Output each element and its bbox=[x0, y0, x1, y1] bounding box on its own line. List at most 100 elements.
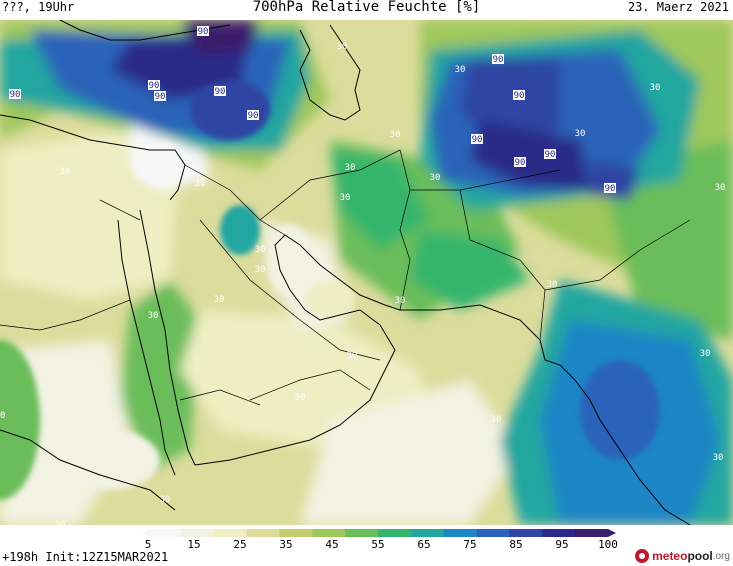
colorbar: 5 15 25 35 45 55 65 75 85 95 100 bbox=[142, 529, 618, 550]
contour-label: 30 bbox=[160, 495, 171, 505]
colorbar-max-arrow bbox=[608, 529, 616, 537]
contour-label: 30 bbox=[395, 296, 406, 306]
colorbar-tick-label: 75 bbox=[463, 538, 476, 550]
map-footer: 5 15 25 35 45 55 65 75 85 95 100 +198h Init:12Z15M… bbox=[0, 525, 733, 566]
contour-label-text: 30 bbox=[214, 295, 225, 305]
contour-label-text: 30 bbox=[547, 280, 558, 290]
colorbar-segment bbox=[575, 529, 609, 537]
contour-label: 90 bbox=[604, 183, 616, 194]
contour-label: 30 bbox=[430, 173, 441, 183]
colorbar-segment bbox=[246, 529, 280, 537]
contour-label: 90 bbox=[247, 110, 259, 121]
map-header: ???, 19Uhr 700hPa Relative Feuchte [%] 2… bbox=[0, 0, 733, 20]
contour-label: 30 bbox=[295, 393, 306, 403]
colorbar-segment bbox=[542, 529, 576, 537]
coastlines bbox=[0, 20, 691, 525]
contour-label-text: 30 bbox=[491, 415, 502, 425]
contour-label-text: 30 bbox=[347, 351, 358, 361]
contour-label-text: 90 bbox=[155, 92, 166, 102]
colorbar-tick-label: 55 bbox=[371, 538, 384, 550]
contour-label: 30 bbox=[713, 453, 724, 463]
contour-label: 30 bbox=[455, 65, 466, 75]
contour-label: 30 bbox=[650, 83, 661, 93]
contour-label-text: 30 bbox=[55, 520, 66, 525]
contour-label-text: 30 bbox=[160, 495, 171, 505]
colorbar-segment bbox=[312, 529, 346, 537]
contour-label-text: 30 bbox=[455, 65, 466, 75]
colorbar-segment bbox=[509, 529, 543, 537]
valid-date-label: 23. Maerz 2021 bbox=[627, 0, 729, 14]
colorbar-segment bbox=[345, 529, 379, 537]
contour-label-text: 30 bbox=[345, 163, 356, 173]
colorbar-segment bbox=[148, 529, 182, 537]
contour-label: 30 bbox=[60, 167, 71, 177]
contour-label: 30 bbox=[700, 349, 711, 359]
contour-label: 30 bbox=[340, 193, 351, 203]
colorbar-segment bbox=[279, 529, 313, 537]
meteopool-icon bbox=[635, 549, 650, 563]
contour-label: 30 bbox=[347, 351, 358, 361]
contour-label-text: 30 bbox=[337, 42, 348, 52]
contour-label-text: 30 bbox=[340, 193, 351, 203]
contour-label-text: 90 bbox=[472, 135, 483, 145]
humidity-map: 90 90 90 90 90 90 90 90 90 90 90 90 30 30 30 30 30 30 30 30… bbox=[0, 20, 733, 525]
colorbar-segment bbox=[443, 529, 478, 537]
contour-label-text: 30 bbox=[575, 129, 586, 139]
contour-label-text: 30 bbox=[255, 245, 266, 255]
contour-label-text: 30 bbox=[0, 411, 5, 421]
contour-label: 90 bbox=[471, 134, 483, 145]
colorbar-tick-label: 15 bbox=[187, 538, 200, 550]
contour-label: 90 bbox=[154, 91, 166, 102]
colorbar-segment bbox=[378, 529, 412, 537]
contour-label: 90 bbox=[544, 149, 556, 160]
contour-label-text: 30 bbox=[195, 179, 206, 189]
humidity-field bbox=[0, 20, 733, 525]
colorbar-segment bbox=[476, 529, 510, 537]
colorbar-segment bbox=[410, 529, 445, 537]
valid-time-label: ???, 19Uhr bbox=[2, 0, 75, 14]
contour-label-text: 90 bbox=[10, 90, 21, 100]
contour-label-text: 30 bbox=[148, 311, 159, 321]
contour-label-text: 90 bbox=[515, 158, 526, 168]
contour-label-text: 30 bbox=[395, 296, 406, 306]
colorbar-tick-label: 35 bbox=[279, 538, 292, 550]
contour-label: 30 bbox=[491, 415, 502, 425]
contour-label-text: 90 bbox=[545, 150, 556, 160]
contour-label: 90 bbox=[9, 89, 21, 100]
contour-label: 30 bbox=[715, 183, 726, 193]
colorbar-min-arrow bbox=[142, 529, 148, 537]
model-run-label: +198h Init:12Z15MAR2021 bbox=[2, 550, 169, 564]
colorbar-tick-label: 95 bbox=[555, 538, 568, 550]
contour-label: 30 bbox=[345, 163, 356, 173]
contour-label: 90 bbox=[514, 157, 526, 168]
colorbar-tick-label: 100 bbox=[598, 538, 618, 550]
contour-label-text: 30 bbox=[430, 173, 441, 183]
contour-label-text: 90 bbox=[248, 111, 259, 121]
contour-label-text: 90 bbox=[493, 55, 504, 65]
contour-label: 30 bbox=[148, 311, 159, 321]
colorbar-segment bbox=[213, 529, 248, 537]
colorbar-tick-label: 85 bbox=[509, 538, 522, 550]
contour-label: 30 bbox=[0, 411, 5, 421]
colorbar-tick-label: 65 bbox=[417, 538, 430, 550]
colorbar-tick-label: 25 bbox=[233, 538, 246, 550]
contour-label-text: 30 bbox=[390, 130, 401, 140]
contour-label: 30 bbox=[390, 130, 401, 140]
colorbar-tick-label: 45 bbox=[325, 538, 338, 550]
contour-label-text: 30 bbox=[650, 83, 661, 93]
map-title: 700hPa Relative Feuchte [%] bbox=[252, 0, 481, 15]
contour-label: 30 bbox=[255, 245, 266, 255]
contour-label: 30 bbox=[575, 129, 586, 139]
contour-label: 90 bbox=[197, 26, 209, 37]
contour-label-text: 90 bbox=[514, 91, 525, 101]
colorbar-segment bbox=[180, 529, 215, 537]
contour-label: 30 bbox=[337, 42, 348, 52]
colorbar-tick-label: 5 bbox=[145, 538, 152, 550]
contour-label: 30 bbox=[195, 179, 206, 189]
contour-label-text: 90 bbox=[198, 27, 209, 37]
contour-label: 30 bbox=[55, 520, 66, 525]
contour-label: 90 bbox=[214, 86, 226, 97]
contour-label: 30 bbox=[255, 265, 266, 275]
contour-label-text: 30 bbox=[700, 349, 711, 359]
